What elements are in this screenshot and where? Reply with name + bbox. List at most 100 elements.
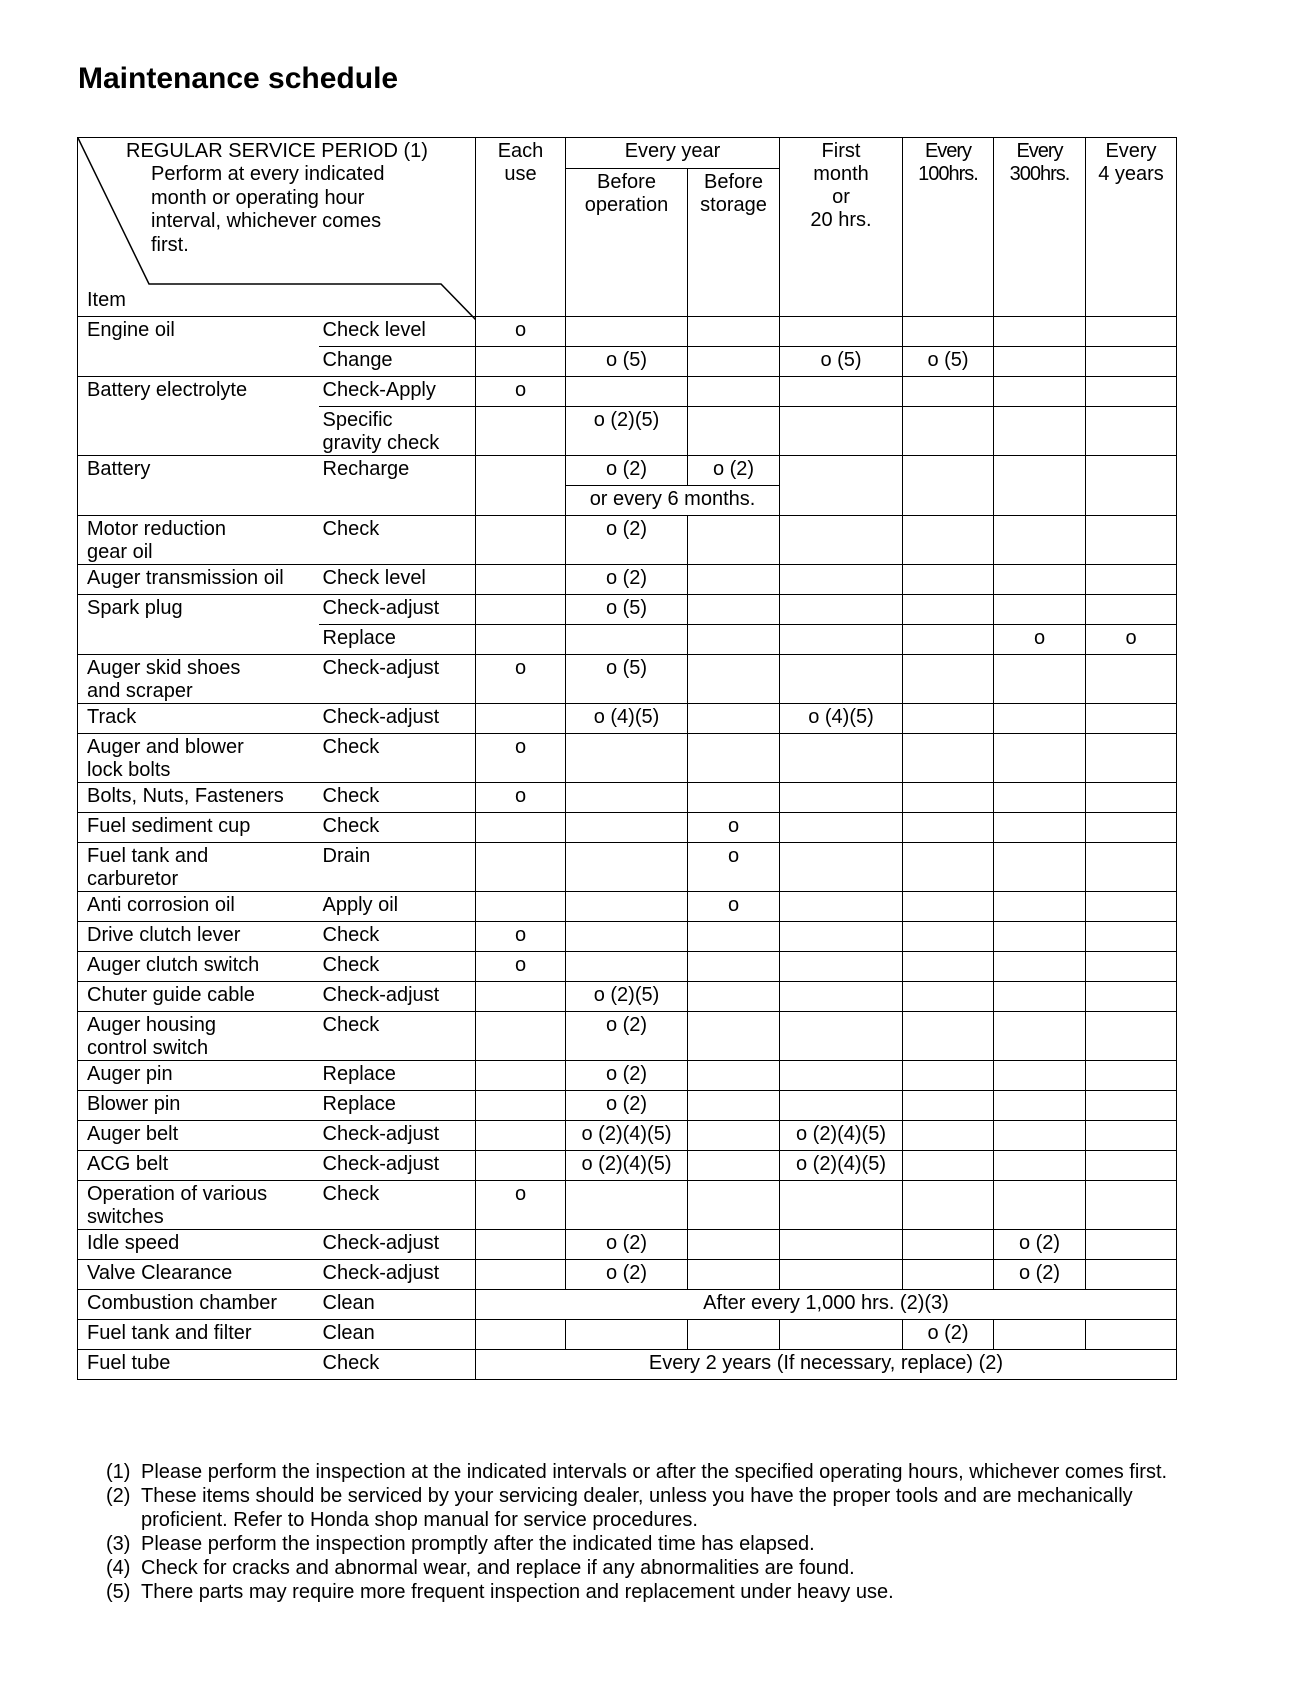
schedule-cell: o: [475, 921, 566, 952]
schedule-cell: [779, 1011, 903, 1061]
schedule-cell: [993, 921, 1086, 952]
schedule-cell: [902, 812, 994, 843]
item-action: Replace: [318, 624, 476, 655]
item-action: Replace: [318, 1090, 476, 1121]
schedule-cell: o (2)(4)(5): [565, 1120, 688, 1151]
schedule-cell: [993, 564, 1086, 595]
table-row: Fuel tube Check Every 2 years (If necessar…: [77, 1349, 1177, 1380]
item-name: Auger pin: [77, 1060, 319, 1091]
schedule-cell: [1085, 376, 1177, 407]
schedule-cell: [902, 1229, 994, 1260]
schedule-cell: [902, 1150, 994, 1181]
schedule-cell: [565, 316, 688, 347]
schedule-cell: [993, 1090, 1086, 1121]
schedule-cell: [1085, 515, 1177, 565]
schedule-cell: [687, 594, 780, 625]
item-name: Blower pin: [77, 1090, 319, 1121]
schedule-cell: [902, 316, 994, 347]
table-row: Valve Clearance Check-adjust o (2) o (2): [77, 1259, 1177, 1290]
schedule-cell: [1085, 654, 1177, 704]
schedule-cell: [993, 406, 1086, 456]
footnote-text: There parts may require more frequent in…: [141, 1581, 894, 1603]
table-row: Fuel tank and filter Clean o (2): [77, 1319, 1177, 1350]
header-every-4-years: Every 4 years: [1085, 137, 1177, 317]
table-row: Bolts, Nuts, Fasteners Check o: [77, 782, 1177, 813]
schedule-cell: o: [993, 624, 1086, 655]
schedule-cell: o (2): [993, 1229, 1086, 1260]
schedule-cell: [475, 564, 566, 595]
schedule-cell: [687, 376, 780, 407]
schedule-cell: [687, 921, 780, 952]
schedule-cell: [475, 1120, 566, 1151]
schedule-cell: [779, 564, 903, 595]
schedule-cell: [902, 624, 994, 655]
footnote-number: (2): [106, 1485, 131, 1507]
header-first-month: First month or 20 hrs.: [779, 137, 903, 317]
schedule-cell: o: [475, 654, 566, 704]
table-row: Battery Recharge o (2) o (2): [77, 455, 1177, 516]
header-every-100hrs: Every 100hrs.: [902, 137, 994, 317]
schedule-cell: o (2): [565, 1090, 688, 1121]
schedule-cell: o: [475, 1180, 566, 1230]
schedule-cell: o: [475, 733, 566, 783]
schedule-cell: [1085, 981, 1177, 1012]
schedule-cell: [687, 981, 780, 1012]
header-each-use: Each use: [475, 137, 566, 317]
schedule-cell: o (5): [565, 346, 688, 377]
schedule-cell: [902, 1060, 994, 1091]
schedule-cell: [902, 1180, 994, 1230]
schedule-cell: [993, 981, 1086, 1012]
schedule-cell: [1085, 316, 1177, 347]
schedule-cell: [779, 654, 903, 704]
item-name: Combustion chamber: [77, 1289, 319, 1320]
table-row: Auger housing control switch Check o (2): [77, 1011, 1177, 1061]
schedule-cell: [993, 316, 1086, 347]
schedule-cell: [993, 455, 1086, 516]
schedule-cell: [993, 782, 1086, 813]
schedule-cell: [565, 1180, 688, 1230]
item-name: Spark plug: [77, 594, 319, 655]
item-action: Check: [318, 1180, 476, 1230]
schedule-cell: [1085, 1011, 1177, 1061]
schedule-cell: [687, 515, 780, 565]
schedule-cell: [1085, 455, 1177, 516]
schedule-cell: [902, 951, 994, 982]
schedule-cell: [687, 1011, 780, 1061]
item-label: Item: [87, 289, 126, 311]
maintenance-table: REGULAR SERVICE PERIOD (1) Perform at ev…: [77, 137, 1177, 1380]
table-row: Anti corrosion oil Apply oil o: [77, 891, 1177, 922]
schedule-cell: o: [687, 842, 780, 892]
item-action: Check: [318, 1349, 476, 1380]
schedule-cell: o (4)(5): [565, 703, 688, 734]
schedule-cell: [565, 1319, 688, 1350]
item-name: Auger transmission oil: [77, 564, 319, 595]
schedule-cell: [779, 981, 903, 1012]
schedule-cell: [993, 1150, 1086, 1181]
item-name: Battery electrolyte: [77, 376, 319, 456]
table-row: Chuter guide cable Check-adjust o (2)(5): [77, 981, 1177, 1012]
item-action: Check level: [318, 316, 476, 347]
schedule-cell: [475, 406, 566, 456]
footnote: (5) There parts may require more frequent…: [106, 1580, 1196, 1604]
schedule-cell: [779, 316, 903, 347]
item-name: Auger clutch switch: [77, 951, 319, 982]
header-corner-cell: REGULAR SERVICE PERIOD (1) Perform at ev…: [77, 137, 476, 320]
table-row: Idle speed Check-adjust o (2) o (2): [77, 1229, 1177, 1260]
footnote-number: (5): [106, 1581, 131, 1603]
schedule-cell: o (2)(5): [565, 406, 688, 456]
item-name: Auger housing control switch: [77, 1011, 319, 1061]
table-row: or every 6 months.: [78, 485, 1177, 516]
schedule-cell: [687, 1259, 780, 1290]
item-action: Check-Apply: [318, 376, 476, 407]
footnote-text: These items should be serviced by your s…: [141, 1485, 1133, 1531]
item-name: Engine oil: [77, 316, 319, 377]
table-row: Auger belt Check-adjust o (2)(4)(5) o (2)(4…: [77, 1120, 1177, 1151]
item-action: Specific gravity check: [318, 406, 476, 456]
table-row: Track Check-adjust o (4)(5) o (4)(5): [77, 703, 1177, 734]
schedule-cell: [902, 981, 994, 1012]
schedule-cell: [1085, 1120, 1177, 1151]
item-name: Fuel sediment cup: [77, 812, 319, 843]
schedule-cell: [475, 1060, 566, 1091]
schedule-cell: [687, 406, 780, 456]
schedule-cell: [687, 951, 780, 982]
